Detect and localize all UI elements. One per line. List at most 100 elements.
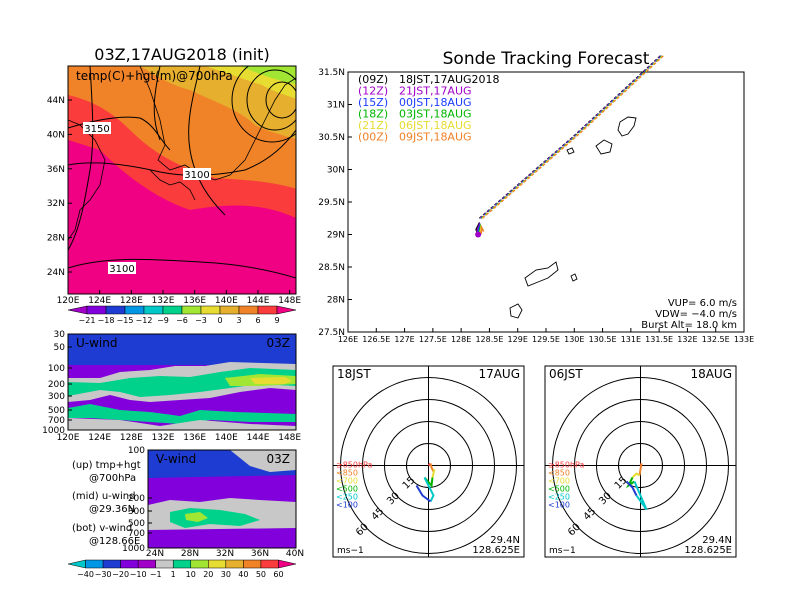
temp-colorbar-swatch (219, 305, 240, 315)
track-lon-tick-label: 130E (564, 335, 584, 344)
uwind-lon-tick-label: 148E (278, 433, 301, 443)
map-lat-tick-label: 32N (47, 199, 65, 209)
hodograph-lon: 128.625E (472, 545, 520, 556)
uwind-gray-lower (68, 418, 296, 430)
wind-colorbar-label: 1 (171, 570, 176, 579)
vwind-lat-tick-label: 28N (181, 549, 199, 559)
uwind-lon-tick-label: 120E (57, 433, 80, 443)
track-lon-tick-label: 131E (621, 335, 641, 344)
uwind-yellow-core (250, 377, 292, 384)
coastline-kyushu (149, 169, 196, 201)
track-lon-tick-label: 129E (508, 335, 528, 344)
vwind-time: 03Z (267, 452, 291, 466)
temp-colorbar-label: −15 (117, 316, 134, 325)
track-lat-tick-label: 31.5N (318, 68, 345, 78)
uwind-label: U-wind (76, 336, 117, 350)
contour-low-ring-3 (265, 81, 296, 119)
vwind-purple-low (148, 528, 296, 548)
wind-colorbar-swatch (137, 559, 156, 569)
temp-colorbar-swatch (181, 305, 202, 315)
uwind-p-tick-label: 500 (48, 406, 65, 416)
map-lon-tick-label: 124E (88, 296, 111, 306)
track-lon-tick-label: 126E (338, 335, 358, 344)
vwind-lat-tick-label: 32N (216, 549, 234, 559)
hodograph-trace (429, 463, 435, 472)
uwind-lon-tick-label: 124E (88, 433, 111, 443)
temp-colorbar-label: −12 (136, 316, 153, 325)
wind-colorbar-label: −20 (112, 570, 129, 579)
uwind-lon-tick-label: 144E (247, 433, 270, 443)
track-lon-tick-label: 130.5E (589, 335, 617, 344)
island-kuchinoerabu (566, 147, 575, 155)
uwind-p-tick-label: 700 (48, 416, 65, 426)
wind-colorbar-label: 60 (273, 570, 283, 579)
wind-colorbar-swatch (172, 559, 192, 569)
temp-colorbar: −21 −18 −15 −12 −9 −6 −3 0 3 6 9 (67, 305, 297, 325)
hodograph-lat: 29.4N (702, 535, 732, 546)
vwind-gray-top (230, 450, 296, 472)
uwind-frame (67, 333, 297, 431)
hodograph-unit: ms−1 (337, 546, 364, 556)
contour-east (188, 66, 226, 216)
hodograph-level-label: <700 (336, 477, 358, 486)
legend-mid-line1: (mid) u-wind (72, 491, 135, 502)
track-line (481, 55, 664, 219)
wind-colorbar-swatch (260, 559, 279, 569)
uwind-time: 03Z (267, 336, 291, 350)
vwind-p-tick-label: 1000 (122, 544, 145, 554)
wind-colorbar-label: 50 (256, 570, 266, 579)
uwind-lon-tick-label: 140E (215, 433, 238, 443)
temp-colorbar-label: 9 (274, 316, 279, 325)
hodograph-lat: 29.4N (490, 535, 520, 546)
wind-colorbar-swatch (225, 559, 244, 569)
legend-bot-line2: @128.66E (89, 536, 140, 547)
hodograph-trace (423, 477, 435, 502)
island-yakushima (595, 139, 613, 155)
island-tanegashima (617, 116, 637, 137)
vwind-lat-tick-label: 24N (146, 549, 164, 559)
temp-colorbar-swatch (124, 305, 145, 315)
warm-region-tan (140, 66, 296, 139)
wind-colorbar-label: −40 (77, 570, 94, 579)
hodograph-level-label: <700 (548, 477, 570, 486)
track-lat-tick-label: 29N (327, 231, 345, 241)
temp-colorbar-label: 0 (217, 316, 222, 325)
temp-colorbar-label: −18 (98, 316, 115, 325)
track-lon-tick-label: 127.5E (419, 335, 447, 344)
track-lon-tick-label: 128.5E (475, 335, 503, 344)
wind-colorbar-label: −1 (150, 570, 162, 579)
uwind-p-tick-label: 30 (54, 330, 66, 340)
track-lon-tick-label: 133E (734, 335, 754, 344)
map-lon-tick-label: 120E (57, 296, 80, 306)
temp-colorbar-label: −6 (176, 316, 188, 325)
contour-west (68, 66, 94, 251)
temp-colorbar-swatch (105, 305, 126, 315)
hodograph-level-label: <100 (548, 501, 570, 510)
uwind-green-band (68, 368, 296, 397)
track-lon-tick-label: 131.5E (645, 335, 673, 344)
hodograph-time: 06JST (549, 367, 583, 381)
hodograph-trace (625, 480, 638, 496)
map-lat-tick-label: 24N (47, 268, 65, 278)
legend-bot-line1: (bot) v-wind (72, 523, 132, 534)
hodograph-lon: 128.625E (684, 545, 732, 556)
contour-low-ring-1 (231, 66, 296, 143)
wind-colorbar-label: 30 (221, 570, 231, 579)
contour-label-3150: 3150 (84, 124, 109, 135)
uwind-p-tick-label: 300 (48, 392, 65, 402)
temp-colorbar-swatch (276, 305, 297, 315)
hodograph-trace (431, 469, 436, 478)
track-lat-tick-label: 31N (327, 101, 345, 111)
hodograph-trace (633, 481, 648, 511)
temp-colorbar-swatch (143, 305, 164, 315)
hodograph-level-label: ≥850hPa (548, 461, 585, 470)
contour-center (153, 66, 161, 141)
vdw-text: VDW= −4.0 m/s (655, 309, 737, 320)
map-lat-tick-label: 40N (47, 130, 65, 140)
temp-colorbar-label: −9 (157, 316, 169, 325)
contour-label-box-2 (183, 168, 211, 180)
track-lon-tick-label: 132E (677, 335, 697, 344)
